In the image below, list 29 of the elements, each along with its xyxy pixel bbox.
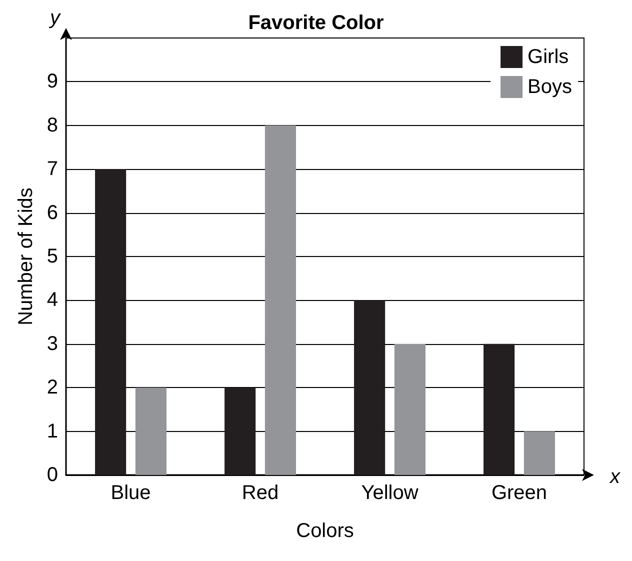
bar — [264, 125, 296, 475]
bar — [224, 388, 256, 475]
bar — [484, 344, 515, 475]
bar — [524, 431, 555, 475]
x-tick-label: Blue — [110, 482, 151, 504]
y-tick-label: 7 — [46, 158, 58, 180]
y-tick-label: 5 — [46, 246, 58, 268]
legend-label: Boys — [528, 76, 572, 98]
bar — [354, 300, 386, 475]
y-tick-label: 3 — [46, 332, 58, 355]
y-tick-label: 8 — [46, 114, 58, 136]
bar — [135, 388, 167, 475]
x-tick-label: Green — [491, 482, 548, 504]
text: y — [48, 7, 61, 29]
x-axis-title: Colors — [296, 520, 354, 542]
x-tick-label: Red — [242, 482, 279, 504]
y-tick-label: 0 — [46, 464, 58, 486]
y-tick-label: 1 — [46, 420, 58, 442]
y-tick-label: 9 — [46, 70, 58, 93]
y-tick-label: 2 — [46, 376, 58, 399]
x-tick-label: Yellow — [361, 482, 419, 504]
y-axis-title: Number of Kids — [15, 188, 37, 326]
bar — [95, 169, 126, 475]
bar — [394, 344, 426, 475]
y-tick-label: 4 — [46, 289, 58, 312]
text: x — [609, 466, 621, 488]
chart-title: Favorite Color — [248, 12, 384, 34]
y-tick-label: 6 — [46, 202, 58, 224]
legend-label: Girls — [528, 46, 569, 68]
